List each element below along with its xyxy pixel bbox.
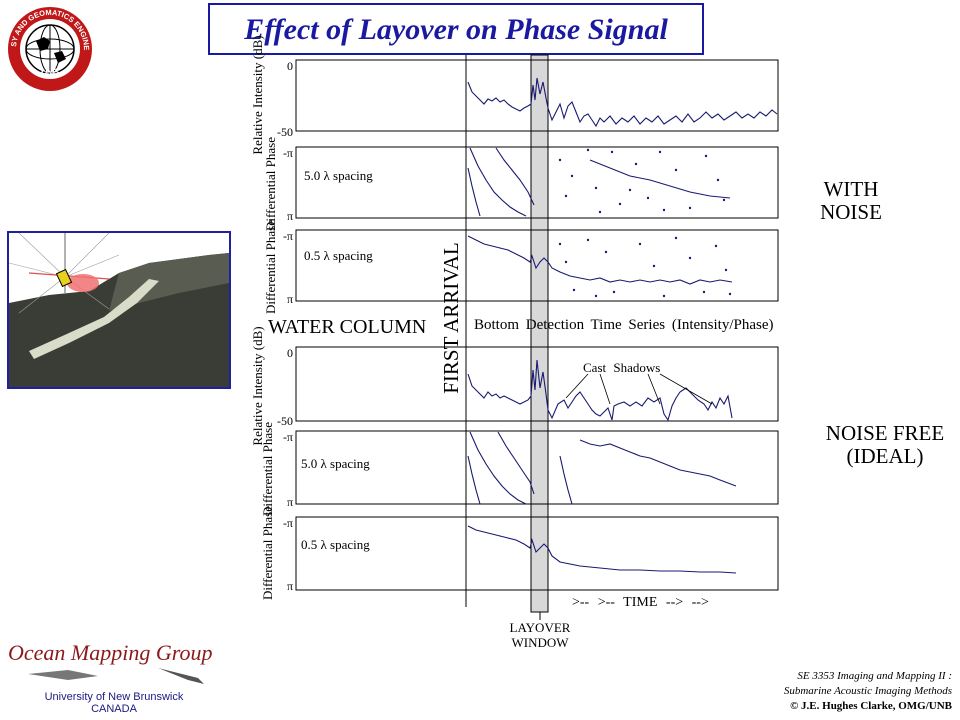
cast-shadows-label: Cast Shadows — [583, 360, 661, 375]
trace-noisy-phase-fine — [467, 235, 733, 285]
trace-ideal-phase-coarse-c — [497, 431, 535, 495]
tick-intensity-bottom-1: -50 — [277, 125, 293, 139]
trace-noisy-intensity — [467, 77, 778, 128]
tick-phase-top-3: -π — [283, 430, 293, 444]
noise-scatter — [558, 148, 732, 298]
svg-text:UNB: UNB — [40, 66, 61, 77]
unb-logo: GEODESY AND GEOMATICS ENGINEERING UNB — [3, 0, 94, 93]
first-arrival-label: FIRST ARRIVAL — [439, 242, 463, 394]
trace-noisy-phase-coarse-b — [467, 167, 481, 217]
trace-noisy-phase-coarse-d — [589, 159, 731, 199]
logo-text-bottom: UNB — [40, 66, 61, 77]
noise-free-line-1: NOISE FREE — [825, 421, 945, 445]
tick-phase-bottom-1: π — [287, 209, 293, 223]
sonar-scene-icon — [9, 233, 229, 387]
credit-block: SE 3353 Imaging and Mapping II : Submari… — [784, 669, 952, 714]
panel-frame-noisy-intensity — [295, 59, 779, 132]
course-line-2: Submarine Acoustic Imaging Methods — [783, 685, 952, 697]
university-name: University of New Brunswick — [44, 691, 184, 703]
ylabel-phase-4: Differential Phase — [260, 506, 275, 600]
seafloor-render-image — [7, 231, 231, 389]
spacing-label-fine-1: 0.5 λ spacing — [304, 248, 373, 263]
tick-intensity-top-2: 0 — [287, 346, 293, 360]
course-line-1: SE 3353 Imaging and Mapping II : — [797, 670, 952, 682]
tick-phase-bottom-4: π — [287, 579, 293, 593]
panel-frame-noisy-phase-fine — [295, 229, 779, 302]
group-name: Ocean Mapping Group — [8, 640, 213, 665]
trace-ideal-phase-fine — [467, 525, 737, 574]
cast-shadow-pointers — [565, 373, 713, 405]
noise-free-line-2: (IDEAL) — [846, 444, 924, 468]
copyright-line: © J.E. Hughes Clarke, OMG/UNB — [790, 700, 952, 712]
layover-window-label: LAYOVER WINDOW — [500, 620, 580, 650]
globe-logo-icon: GEODESY AND GEOMATICS ENGINEERING UNB — [3, 0, 92, 91]
spacing-label-coarse-1: 5.0 λ spacing — [304, 168, 373, 183]
with-noise-line-2: NOISE — [820, 200, 882, 224]
trace-ideal-intensity — [467, 359, 733, 422]
fish-silhouette-icon — [28, 668, 204, 684]
omg-branding: Ocean Mapping Group University of New Br… — [8, 640, 220, 715]
tick-phase-top-2: -π — [283, 229, 293, 243]
tick-phase-bottom-2: π — [287, 292, 293, 306]
page-title: Effect of Layover on Phase Signal — [244, 13, 668, 46]
ylabel-intensity-2: Relative Intensity (dB) — [250, 326, 265, 445]
spacing-label-fine-2: 0.5 λ spacing — [301, 537, 370, 552]
tick-intensity-top-1: 0 — [287, 59, 293, 73]
noise-free-label: NOISE FREE (IDEAL) — [812, 422, 958, 468]
with-noise-label: WITH NOISE — [806, 178, 896, 224]
title-box: Effect of Layover on Phase Signal — [208, 3, 704, 55]
with-noise-line-1: WITH — [823, 177, 879, 201]
ylabel-phase-1: Differential Phase — [263, 137, 278, 231]
trace-ideal-phase-coarse-d — [559, 455, 573, 505]
university-country: CANADA — [91, 703, 137, 715]
tick-phase-bottom-3: π — [287, 495, 293, 509]
layover-line-2: WINDOW — [511, 635, 569, 650]
trace-noisy-phase-coarse-c — [495, 147, 535, 206]
panel-frame-ideal-phase-coarse — [295, 430, 779, 505]
series-caption: Bottom Detection Time Series (Intensity/… — [474, 317, 774, 333]
panel-frame-ideal-intensity — [295, 346, 779, 422]
spacing-label-coarse-2: 5.0 λ spacing — [301, 456, 370, 471]
ylabel-phase-2: Differential Phase — [263, 220, 278, 314]
panel-frame-ideal-phase-fine — [295, 516, 779, 591]
panel-frame-noisy-phase-coarse — [295, 146, 779, 219]
ylabel-phase-3: Differential Phase — [260, 422, 275, 516]
time-axis-label: >-- >-- TIME --> --> — [572, 595, 709, 610]
trace-ideal-phase-coarse-a — [469, 431, 527, 505]
trace-ideal-phase-coarse-b — [467, 455, 481, 505]
tick-phase-top-4: -π — [283, 516, 293, 530]
water-column-label: WATER COLUMN — [268, 316, 427, 338]
tick-phase-top-1: -π — [283, 146, 293, 160]
trace-noisy-phase-coarse-a — [469, 147, 527, 217]
tick-intensity-bottom-2: -50 — [277, 414, 293, 428]
layover-line-1: LAYOVER — [509, 620, 571, 635]
ylabel-intensity-1: Relative Intensity (dB) — [250, 35, 265, 154]
trace-ideal-phase-coarse-e — [579, 439, 737, 487]
